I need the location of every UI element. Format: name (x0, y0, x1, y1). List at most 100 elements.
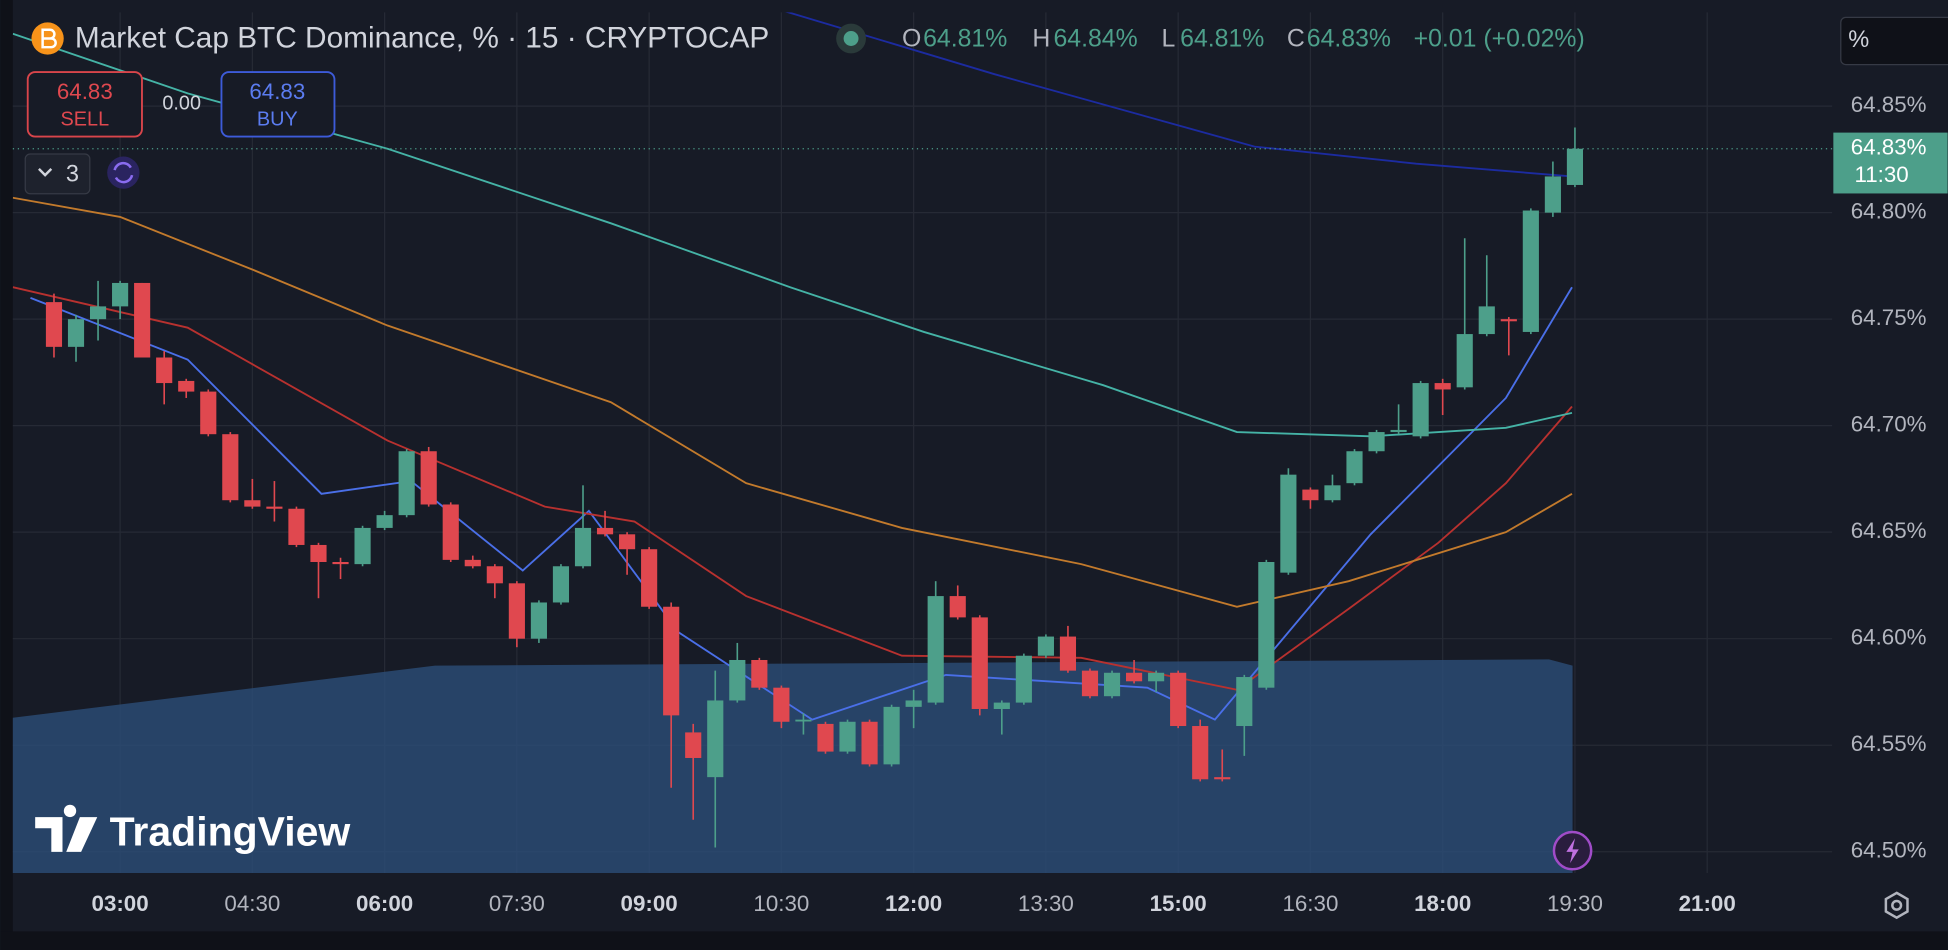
candle-body (1434, 383, 1451, 390)
candle-body (1236, 677, 1253, 727)
y-tick-label: 64.55% (1851, 731, 1927, 756)
candle-body (949, 596, 966, 618)
status-dot (843, 31, 859, 46)
x-tick-label: 15:00 (1150, 891, 1207, 916)
settings-dot[interactable] (1891, 899, 1903, 911)
candle-body (839, 721, 856, 752)
candle-body (619, 534, 636, 550)
candle-body (1059, 636, 1077, 671)
x-tick-label: 21:00 (1679, 891, 1736, 916)
candle-body (1544, 176, 1561, 213)
candle-body (641, 549, 658, 607)
candle-body (905, 700, 922, 707)
logo-mark (35, 804, 98, 852)
buy-label[interactable]: BUY (257, 109, 298, 131)
axes: 64.50% 64.55% 64.60% 64.65% 64.70% 64.75% 64.8… (12, 92, 1948, 916)
candle-body (332, 562, 349, 565)
sell-button[interactable]: 64.83 SELL (26, 71, 143, 138)
candle-body (773, 687, 790, 722)
candle-body (156, 357, 173, 384)
x-tick-label: 07:30 (489, 891, 545, 916)
settings-icon[interactable] (1884, 891, 1909, 920)
candle-body (1081, 670, 1099, 697)
x-tick-label: 09:00 (621, 891, 678, 916)
chart-title: Market Cap BTC Dominance, % · 15 · CRYPT… (75, 22, 769, 55)
candle-body (1324, 485, 1341, 501)
moving-average (30, 286, 1573, 721)
candle-body (244, 500, 261, 507)
candle-body (1456, 334, 1473, 388)
candle-body (1280, 474, 1297, 573)
candle-body (1015, 655, 1032, 703)
ohlc-label: L (1162, 25, 1176, 52)
candle-body (751, 659, 768, 688)
candle-body (552, 566, 570, 603)
candle-body (1192, 726, 1209, 780)
scale-mode[interactable]: % (1840, 16, 1948, 66)
refresh-button[interactable] (107, 156, 140, 189)
buy-box[interactable] (220, 71, 336, 138)
moving-average (785, 12, 1573, 178)
spread: 0.00 (162, 93, 201, 115)
candle-body (508, 583, 525, 639)
last-price-label: 64.83% (1851, 135, 1927, 160)
last-price-tag (1833, 132, 1948, 194)
candle-body (1214, 777, 1231, 780)
candle-body (1390, 429, 1407, 433)
refresh-icon[interactable] (113, 161, 134, 184)
candle-body (67, 319, 85, 347)
ohlc-change: +0.01 (+0.02%) (1414, 25, 1585, 52)
candle-body (993, 702, 1010, 709)
candle-body (685, 732, 702, 758)
candle-body (222, 434, 239, 501)
candle-body (1148, 672, 1165, 682)
sell-box[interactable] (26, 71, 143, 138)
ohlc-value: 64.81% (923, 25, 1007, 52)
sell-price[interactable]: 64.83 (57, 79, 113, 104)
candle-body (420, 451, 437, 505)
candle-body (817, 723, 834, 752)
sell-label[interactable]: SELL (61, 109, 110, 131)
x-tick-label: 12:00 (885, 891, 942, 916)
logo-text: TradingView (110, 808, 351, 854)
ohlc-label: O (902, 25, 921, 52)
candle-body (178, 380, 195, 392)
indicator-box[interactable] (24, 153, 91, 195)
x-tick-label: 16:30 (1282, 891, 1338, 916)
candle-body (464, 559, 481, 567)
scale-label[interactable]: % (1848, 26, 1869, 52)
buy-price[interactable]: 64.83 (249, 79, 305, 104)
candles (45, 127, 1584, 848)
y-tick-label: 64.70% (1851, 412, 1927, 437)
x-tick-label: 06:00 (356, 891, 413, 916)
candle-body (354, 527, 371, 565)
candle-body (134, 282, 151, 358)
candle-body (442, 504, 459, 560)
candle-body (927, 596, 944, 703)
candle-body (45, 302, 63, 347)
last-price-countdown: 11:30 (1854, 162, 1908, 187)
indicator-count[interactable]: 3 (66, 160, 79, 186)
candle-body (1258, 562, 1275, 688)
indicator-toggle[interactable]: 3 (24, 153, 91, 195)
ohlc-label: H (1032, 25, 1050, 52)
candle-body (288, 508, 305, 545)
candle-body (729, 659, 746, 701)
y-tick-label: 64.50% (1851, 838, 1927, 863)
candle-body (1037, 636, 1054, 656)
candle-body (376, 515, 393, 528)
candle-body (707, 700, 724, 778)
candle-body (398, 451, 415, 516)
candle-body (795, 719, 812, 722)
buy-button[interactable]: 64.83 BUY (220, 71, 336, 138)
lightning-icon[interactable] (1566, 838, 1579, 864)
scale-box[interactable] (1840, 16, 1948, 66)
candle-body (1500, 319, 1517, 322)
candle-body (112, 282, 129, 307)
candle-body (530, 602, 547, 639)
chevron[interactable] (38, 168, 53, 177)
candle-body (1566, 148, 1584, 185)
y-tick-label: 64.80% (1851, 199, 1927, 224)
